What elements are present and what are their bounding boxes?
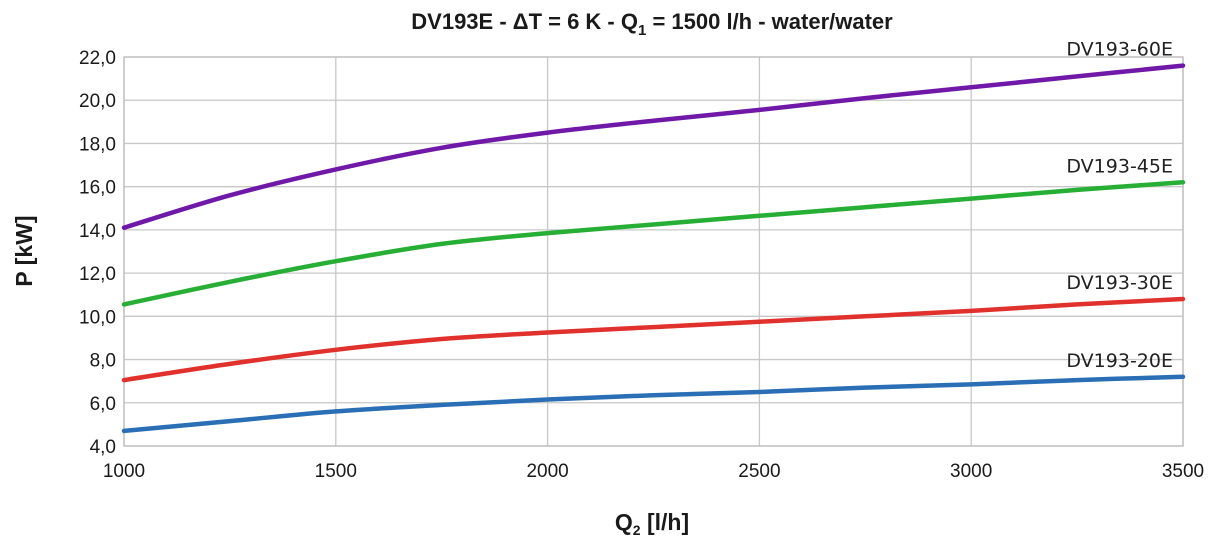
x-tick-label: 2500 [738, 461, 780, 482]
chart-title-subscript: 1 [638, 22, 646, 39]
y-tick-label: 8,0 [90, 351, 116, 372]
chart-title: DV193E - ΔT = 6 K - Q1 = 1500 l/h - wate… [411, 9, 893, 39]
grid [123, 56, 1184, 447]
x-tick-label: 3500 [1162, 461, 1204, 482]
y-tick-label: 10,0 [79, 307, 116, 328]
chart-title-prefix: DV193E - ΔT = 6 K - Q [411, 9, 638, 34]
y-tick-label: 16,0 [79, 178, 116, 199]
series-line-dv193-30e [121, 296, 1186, 383]
y-tick-label: 14,0 [79, 221, 116, 242]
y-tick-labels: 4,0 6,0 8,0 10,0 12,0 14,0 16,0 18,0 20,0 22,0 [79, 48, 116, 458]
series-label-dv193-60e: DV193-60E [1066, 39, 1173, 61]
y-tick-label: 12,0 [79, 264, 116, 285]
plot-frame [123, 56, 1184, 447]
x-tick-label: 3000 [950, 461, 992, 482]
chart-title-suffix: = 1500 l/h - water/water [646, 9, 893, 34]
y-tick-label: 22,0 [79, 48, 116, 69]
series-line-dv193-20e [121, 374, 1186, 434]
series-label-dv193-30e: DV193-30E [1066, 272, 1173, 294]
y-tick-label: 18,0 [79, 134, 116, 155]
series-label-dv193-45e: DV193-45E [1066, 155, 1173, 177]
series-lines [121, 63, 1186, 434]
x-tick-label: 2000 [526, 461, 568, 482]
series-line-dv193-60e [121, 63, 1186, 230]
series-label-dv193-20e: DV193-20E [1066, 350, 1173, 372]
y-axis-title: P [kW] [11, 215, 37, 286]
y-tick-label: 4,0 [90, 437, 116, 458]
series-line-dv193-45e [121, 180, 1186, 307]
x-axis-title: Q2 [l/h] [615, 509, 689, 538]
x-axis-title-main: Q [615, 509, 633, 535]
x-tick-label: 1000 [103, 461, 145, 482]
x-axis-title-subscript: 2 [633, 522, 641, 538]
x-tick-labels: 1000 1500 2000 2500 3000 3500 [103, 461, 1204, 482]
series-labels: DV193-60E DV193-45E DV193-30E DV193-20E [1066, 39, 1173, 372]
x-tick-label: 1500 [315, 461, 357, 482]
y-tick-label: 6,0 [90, 394, 116, 415]
y-tick-label: 20,0 [79, 91, 116, 112]
x-axis-title-suffix: [l/h] [641, 509, 690, 535]
